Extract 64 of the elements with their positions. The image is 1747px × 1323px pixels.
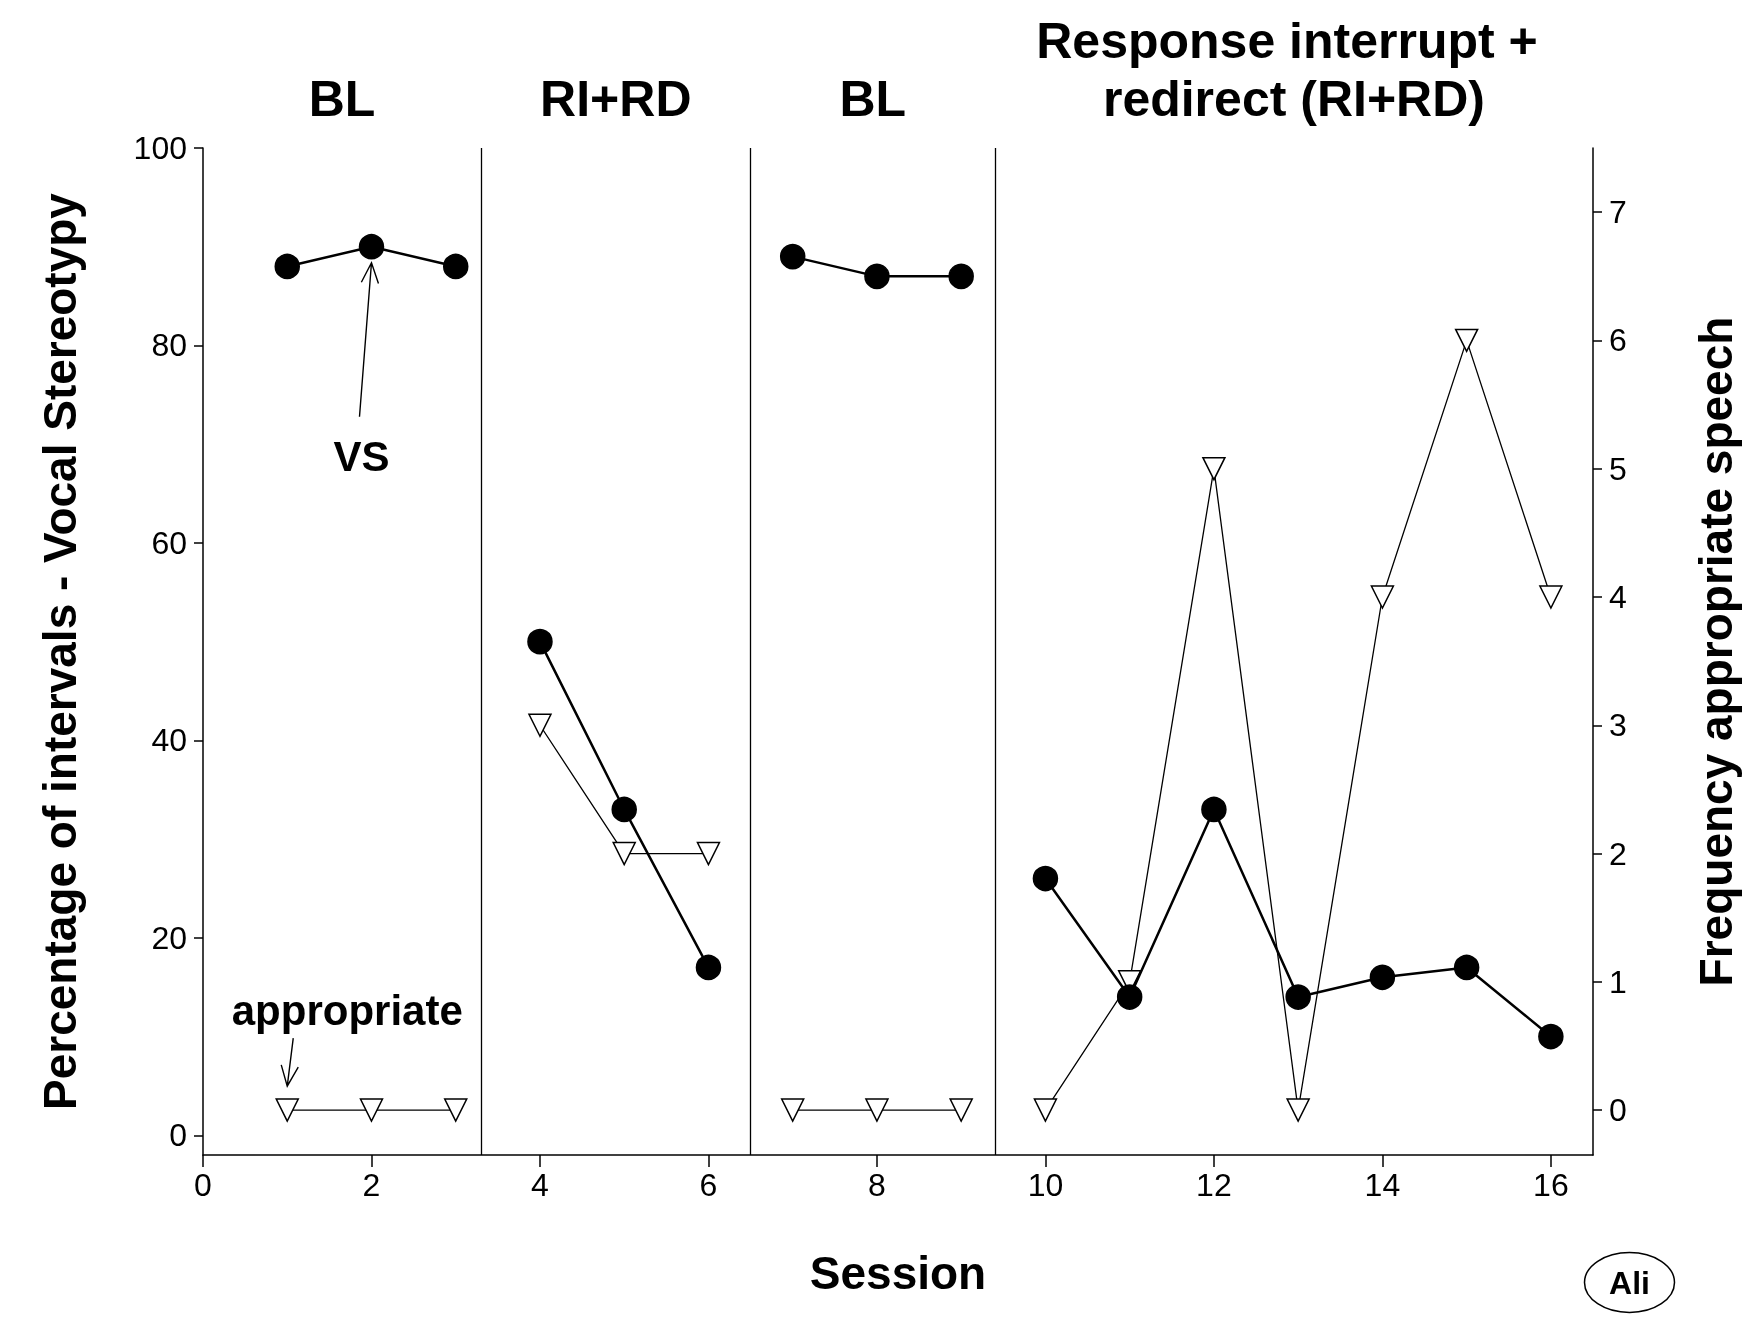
x-tick-label: 0 <box>194 1167 212 1203</box>
y2-axis-title: Frequency appropriate speech <box>1690 316 1742 987</box>
point <box>864 263 890 290</box>
point <box>948 263 974 290</box>
x-tick-label: 8 <box>868 1167 886 1203</box>
point <box>949 1098 973 1122</box>
point <box>779 243 806 270</box>
y2-tick-label: 4 <box>1609 578 1627 615</box>
point <box>1539 585 1563 609</box>
y-tick-label: 100 <box>133 130 187 166</box>
series-label: appropriate <box>231 986 463 1034</box>
x-axis-title: Session <box>809 1247 987 1299</box>
point <box>359 1098 384 1122</box>
point <box>443 1098 468 1122</box>
point <box>1370 585 1395 609</box>
y2-tick-label: 1 <box>1609 963 1627 1000</box>
point <box>1032 865 1059 892</box>
x-tick-label: 6 <box>699 1167 718 1203</box>
point <box>1453 954 1480 981</box>
point <box>1202 456 1226 481</box>
x-tick-label: 12 <box>1196 1167 1232 1203</box>
point <box>527 628 553 655</box>
text: Response interrupt + redirect (RI+RD) <box>1036 13 1552 127</box>
point <box>696 841 721 866</box>
y-axis-title: Percentage of intervals - Vocal Stereotypy <box>34 192 86 1110</box>
x-tick-label: 2 <box>362 1167 381 1203</box>
y2-tick-label: 3 <box>1609 707 1627 744</box>
y2-tick-label: 0 <box>1609 1092 1627 1129</box>
y2-tick-label: 2 <box>1609 835 1627 872</box>
point <box>1369 964 1396 991</box>
point <box>695 954 722 981</box>
text: Ali <box>1609 1264 1650 1301</box>
y-tick-label: 80 <box>151 327 187 364</box>
point <box>1201 796 1227 823</box>
point <box>528 713 552 738</box>
y-tick-label: 60 <box>151 524 187 561</box>
x-tick-label: 10 <box>1027 1167 1064 1203</box>
point <box>1286 1098 1310 1122</box>
y2-tick-label: 5 <box>1609 450 1627 487</box>
y-tick-label: 40 <box>151 722 187 759</box>
point <box>1033 1098 1058 1122</box>
y2-tick-label: 6 <box>1609 322 1627 359</box>
point <box>1454 328 1479 353</box>
x-tick-label: 16 <box>1533 1167 1569 1203</box>
x-tick-label: 4 <box>531 1167 549 1203</box>
y-tick-label: 0 <box>169 1117 187 1154</box>
y2-tick-label: 7 <box>1609 194 1627 231</box>
text: BL <box>839 71 907 127</box>
point <box>780 1098 805 1122</box>
point <box>443 253 469 280</box>
x-tick-label: 14 <box>1364 1167 1401 1203</box>
point <box>274 253 300 280</box>
point <box>1285 984 1311 1010</box>
point <box>358 233 385 260</box>
point <box>1538 1023 1564 1050</box>
point <box>612 841 636 866</box>
text: RI+RD <box>540 71 692 127</box>
text: VS <box>333 433 390 481</box>
point <box>611 796 637 823</box>
text: BL <box>308 71 376 127</box>
point <box>865 1098 889 1122</box>
point <box>1116 984 1143 1010</box>
point <box>275 1098 299 1122</box>
y-tick-label: 20 <box>151 919 187 956</box>
